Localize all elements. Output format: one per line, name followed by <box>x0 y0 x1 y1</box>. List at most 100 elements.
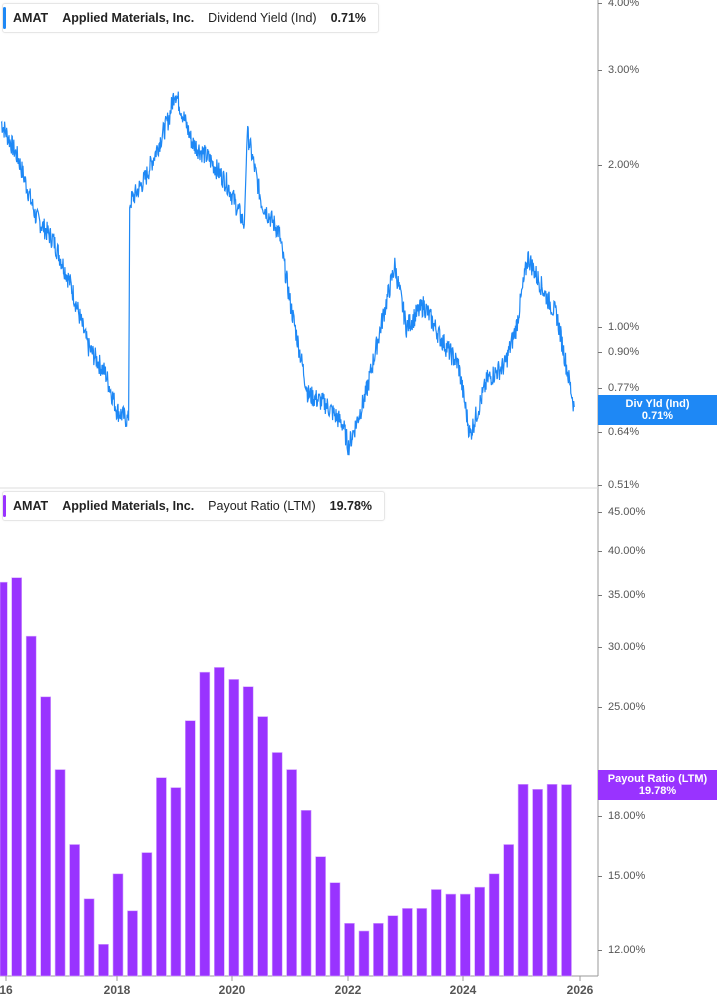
y-tick-label: 0.64% <box>608 426 640 438</box>
legend-ticker: AMAT <box>13 499 49 513</box>
y-tick-label: 45.00% <box>608 506 646 518</box>
x-tick-label: 2022 <box>334 983 362 997</box>
payout-bar[interactable] <box>416 908 428 977</box>
y-tick-mark <box>598 595 602 596</box>
y-tick-mark <box>598 512 602 513</box>
y-tick-label: 1.00% <box>608 321 640 333</box>
y-tick-label: 35.00% <box>608 589 646 601</box>
payout-bar[interactable] <box>271 752 283 977</box>
legend-company: Applied Materials, Inc. <box>62 499 195 513</box>
payout-bar[interactable] <box>54 769 66 977</box>
payout-bar[interactable] <box>517 783 529 977</box>
y-tick-mark <box>598 70 602 71</box>
dividend-yield-line <box>0 91 575 456</box>
payout-bar[interactable] <box>503 844 515 977</box>
x-tick-label: 2026 <box>566 983 594 997</box>
payout-bar[interactable] <box>561 784 572 977</box>
x-tick-label: 2018 <box>103 983 131 997</box>
y-tick-mark <box>598 352 602 353</box>
flag-value: 0.71% <box>641 410 674 422</box>
payout-bar[interactable] <box>127 910 138 977</box>
y-tick-mark <box>598 388 602 389</box>
y-tick-label: 18.00% <box>608 810 646 822</box>
payout-bar[interactable] <box>83 898 95 977</box>
payout-bar[interactable] <box>156 777 167 977</box>
y-tick-mark <box>598 165 602 166</box>
payout-bar[interactable] <box>373 922 384 977</box>
payout-bar[interactable] <box>257 716 269 977</box>
y-tick-label: 4.00% <box>608 0 640 9</box>
y-tick-label: 3.00% <box>608 64 640 76</box>
payout-bar[interactable] <box>0 581 8 977</box>
y-tick-label: 0.77% <box>608 382 640 394</box>
y-tick-label: 40.00% <box>608 545 646 557</box>
payout-bar[interactable] <box>40 696 52 977</box>
payout-bar[interactable] <box>315 856 326 977</box>
payout-bar[interactable] <box>546 783 558 977</box>
payout-bar[interactable] <box>98 943 109 977</box>
payout-bar[interactable] <box>358 930 370 977</box>
payout-ratio-value-flag: Payout Ratio (LTM) 19.78% <box>598 770 717 800</box>
y-tick-mark <box>598 876 602 877</box>
y-tick-label: 25.00% <box>608 701 646 713</box>
legend-company: Applied Materials, Inc. <box>62 11 195 25</box>
flag-label: Payout Ratio (LTM) <box>607 773 708 785</box>
payout-bar[interactable] <box>69 844 80 977</box>
legend-metric: Payout Ratio (LTM) <box>208 499 316 513</box>
payout-bar[interactable] <box>185 720 196 977</box>
payout-bar[interactable] <box>286 769 297 977</box>
payout-bar[interactable] <box>11 577 22 977</box>
payout-bar[interactable] <box>532 788 543 977</box>
y-tick-label: 15.00% <box>608 870 646 882</box>
payout-bar[interactable] <box>329 882 341 977</box>
payout-bar[interactable] <box>445 893 457 977</box>
payout-bar[interactable] <box>112 873 124 977</box>
y-tick-mark <box>598 432 602 433</box>
payout-bar[interactable] <box>25 635 37 977</box>
flag-value: 19.78% <box>638 785 677 797</box>
x-tick-label: 16 <box>0 983 13 997</box>
x-axis-ticks <box>5 976 581 981</box>
payout-bar[interactable] <box>242 686 254 977</box>
flag-label: Div Yld (Ind) <box>625 398 690 410</box>
payout-bar[interactable] <box>488 873 500 977</box>
dividend-yield-value-flag: Div Yld (Ind) 0.71% <box>598 395 717 425</box>
payout-bar[interactable] <box>344 922 355 977</box>
y-tick-mark <box>598 327 602 328</box>
payout-bar[interactable] <box>170 787 182 977</box>
legend-ticker: AMAT <box>13 11 49 25</box>
y-tick-mark <box>598 707 602 708</box>
dividend-yield-legend[interactable]: AMAT Applied Materials, Inc. Dividend Yi… <box>2 3 380 33</box>
y-tick-mark <box>598 551 602 552</box>
y-tick-mark <box>598 3 602 4</box>
y-tick-label: 0.51% <box>608 479 640 491</box>
payout-bar[interactable] <box>459 893 471 977</box>
x-tick-label: 2020 <box>218 983 246 997</box>
y-tick-label: 30.00% <box>608 641 646 653</box>
payout-bar[interactable] <box>228 679 240 977</box>
legend-value: 19.78% <box>329 499 373 513</box>
y-tick-mark <box>598 485 602 486</box>
y-tick-label: 12.00% <box>608 944 646 956</box>
payout-bar[interactable] <box>402 908 413 977</box>
payout-bar[interactable] <box>474 886 486 977</box>
legend-color-swatch <box>3 495 6 517</box>
y-tick-mark <box>598 647 602 648</box>
y-tick-mark <box>598 950 602 951</box>
payout-bar[interactable] <box>214 667 225 977</box>
payout-bar[interactable] <box>430 889 442 977</box>
legend-value: 0.71% <box>330 11 367 25</box>
y-tick-label: 2.00% <box>608 159 640 171</box>
payout-bar[interactable] <box>300 809 312 977</box>
payout-ratio-bars <box>0 577 572 977</box>
y-tick-label: 0.90% <box>608 346 640 358</box>
y-tick-mark <box>598 816 602 817</box>
payout-bar[interactable] <box>141 852 153 977</box>
x-tick-label: 2024 <box>449 983 477 997</box>
legend-metric: Dividend Yield (Ind) <box>208 11 317 25</box>
legend-color-swatch <box>3 7 6 29</box>
payout-bar[interactable] <box>199 671 211 977</box>
payout-bar[interactable] <box>387 915 399 977</box>
payout-ratio-legend[interactable]: AMAT Applied Materials, Inc. Payout Rati… <box>2 491 386 521</box>
